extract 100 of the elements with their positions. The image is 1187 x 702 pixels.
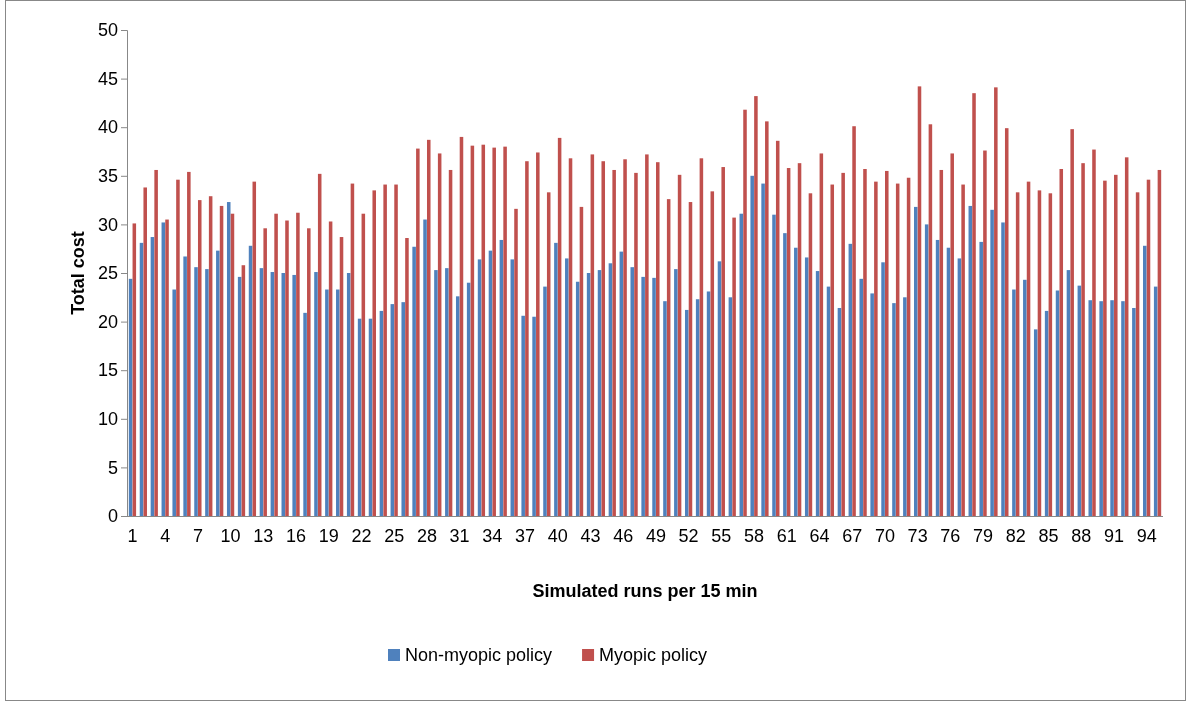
bar <box>1121 301 1125 516</box>
y-tick-label: 5 <box>107 457 118 478</box>
x-tick-label: 73 <box>907 526 928 547</box>
bar <box>183 256 187 516</box>
bar <box>1114 174 1118 516</box>
bar <box>434 270 438 516</box>
x-axis-title: Simulated runs per 15 min <box>532 581 758 601</box>
bar <box>634 172 638 516</box>
x-tick-label: 64 <box>809 526 830 547</box>
x-tick-label: 19 <box>318 526 339 547</box>
bar <box>372 190 376 516</box>
y-tick-label: 25 <box>97 263 118 284</box>
x-tick-label: 22 <box>351 526 372 547</box>
x-tick-label: 43 <box>580 526 601 547</box>
bar <box>543 286 547 516</box>
bar <box>754 96 758 516</box>
bar <box>423 219 427 516</box>
bar <box>684 309 689 516</box>
bar <box>536 152 540 516</box>
bar <box>197 200 202 516</box>
x-tick-label: 82 <box>1005 526 1026 547</box>
bar <box>154 169 158 516</box>
x-tick-label: 88 <box>1071 526 1092 547</box>
x-tick-label: 70 <box>874 526 895 547</box>
y-tick-label: 15 <box>97 360 118 381</box>
bar <box>292 274 296 516</box>
bar <box>1070 129 1074 516</box>
bar <box>1081 163 1085 516</box>
bar <box>176 179 180 516</box>
bar <box>1004 128 1009 516</box>
bar <box>983 150 987 516</box>
bar <box>455 296 460 516</box>
bar <box>405 238 409 516</box>
bar <box>652 277 656 516</box>
x-tick-label: 67 <box>842 526 863 547</box>
bar <box>1059 169 1064 516</box>
x-tick-label: 37 <box>515 526 536 547</box>
x-tick-label: 25 <box>384 526 405 547</box>
bar <box>885 170 889 516</box>
y-tick-label: 30 <box>97 214 118 235</box>
bar <box>601 161 606 516</box>
bar <box>205 269 209 516</box>
bar <box>314 272 318 516</box>
bar <box>226 202 231 516</box>
bar <box>187 171 191 516</box>
bar <box>274 213 278 516</box>
bar <box>565 258 569 516</box>
bar <box>216 250 220 516</box>
x-tick-label: 61 <box>776 526 797 547</box>
bar <box>143 187 147 516</box>
y-tick-label: 35 <box>97 166 118 187</box>
legend-label: Myopic policy <box>599 645 708 665</box>
bar <box>783 233 787 516</box>
x-tick-label: 58 <box>744 526 765 547</box>
bar <box>416 148 420 516</box>
bar <box>492 147 496 516</box>
bar <box>503 146 507 516</box>
x-tick-label: 46 <box>613 526 634 547</box>
bar <box>383 184 387 516</box>
bar <box>401 302 405 516</box>
x-tick-label: 4 <box>160 526 171 547</box>
bar <box>325 289 329 516</box>
bar <box>336 289 340 516</box>
bar <box>772 214 776 516</box>
x-tick-label: 91 <box>1103 526 1124 547</box>
bar <box>1092 149 1096 516</box>
bar <box>1103 180 1107 516</box>
bar <box>554 242 558 516</box>
y-tick-label: 40 <box>97 117 118 138</box>
bar <box>1099 301 1103 516</box>
bar <box>656 162 660 516</box>
bar <box>863 169 867 516</box>
bar <box>979 241 983 516</box>
legend-label: Non-myopic policy <box>405 645 553 665</box>
bar <box>950 153 954 516</box>
bar <box>412 246 416 516</box>
bar <box>870 293 874 516</box>
x-tick-label: 52 <box>678 526 699 547</box>
bar <box>426 139 431 516</box>
bar <box>1143 245 1147 516</box>
bar <box>859 278 864 516</box>
bar <box>852 126 856 516</box>
y-axis-title: Total cost <box>68 231 88 315</box>
x-tick-label: 34 <box>482 526 503 547</box>
bar <box>285 220 289 516</box>
bar <box>721 167 725 516</box>
x-tick-label: 49 <box>645 526 666 547</box>
bar <box>990 209 994 516</box>
x-tick-label: 31 <box>449 526 470 547</box>
bar <box>903 297 907 516</box>
y-tick-label: 20 <box>97 311 118 332</box>
bar <box>307 228 311 516</box>
bar <box>892 303 896 516</box>
y-tick-label: 50 <box>97 20 118 41</box>
x-tick-label: 13 <box>253 526 274 547</box>
y-tick-label: 0 <box>107 506 118 527</box>
bar <box>1012 289 1016 516</box>
bar <box>532 316 536 516</box>
x-tick-label: 94 <box>1136 526 1157 547</box>
x-tick-label: 7 <box>192 526 203 547</box>
